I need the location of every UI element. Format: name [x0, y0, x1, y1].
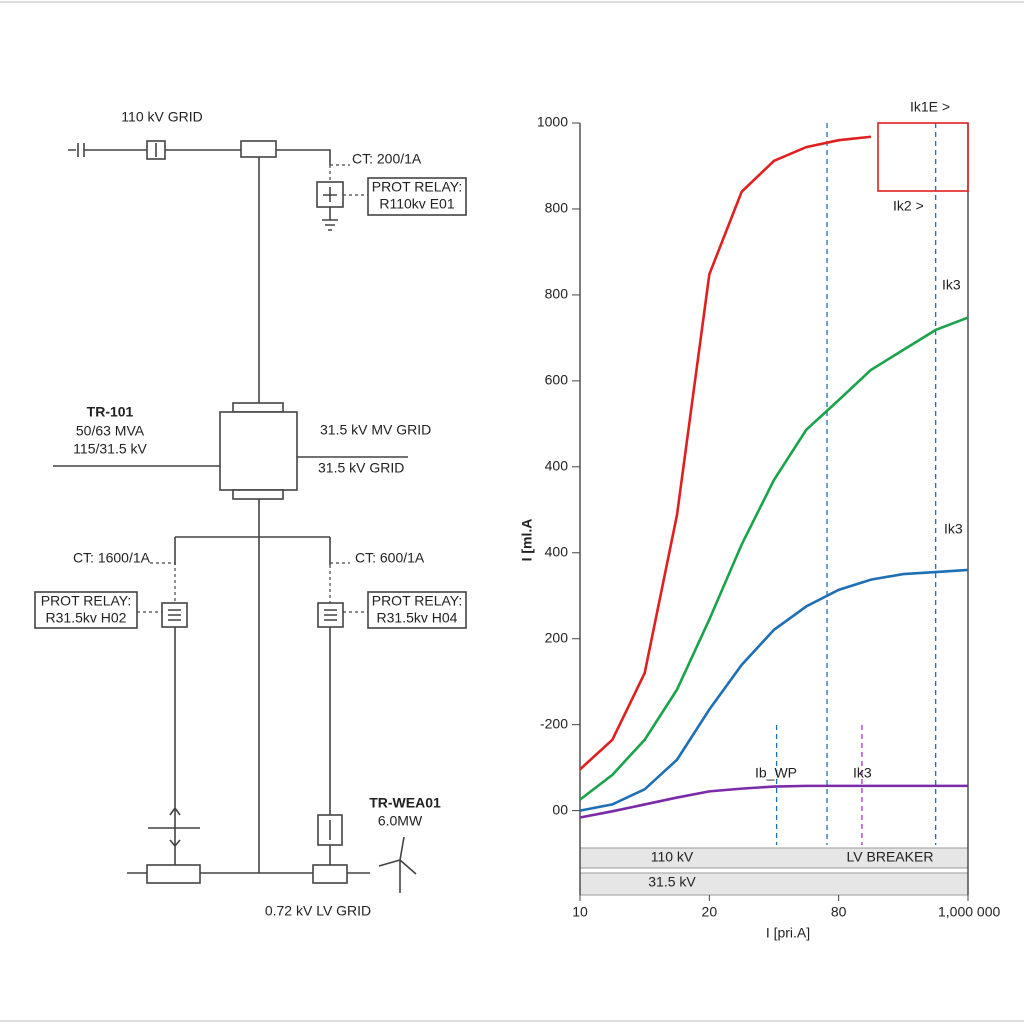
transformer-lines	[53, 456, 408, 467]
series-line	[579, 784, 968, 819]
ct-link	[329, 164, 368, 196]
wind-turbine	[378, 836, 417, 893]
y-tick-label: 400	[545, 458, 569, 474]
label: R110kv E01	[379, 196, 454, 212]
y-axis-label: I [ml.A	[519, 519, 535, 562]
y-tick-label: 1000	[537, 114, 568, 130]
label: 31.5 kV GRID	[318, 460, 404, 476]
series-line	[579, 316, 969, 801]
annotation: Ik2 >	[893, 198, 924, 214]
label: PROT RELAY:	[372, 593, 463, 609]
relay-box	[367, 177, 467, 216]
label: PROT RELAY:	[372, 179, 463, 195]
label: CT: 200/1A	[352, 151, 422, 167]
annotation: Ik3	[944, 521, 963, 537]
y-tick-label: 00	[552, 801, 568, 817]
label: 31.5 kV MV GRID	[320, 422, 431, 438]
y-tick-label: 400	[545, 543, 569, 559]
y-tick-label: -200	[540, 715, 568, 731]
y-tick-label: 800	[545, 200, 569, 216]
band	[579, 872, 969, 896]
chart: 110 kV LV BREAKER 31.5 kV 00 -200 200 400 400 60…	[519, 99, 1001, 941]
single-line-diagram: 110 kV GRID CT: 200/1A PROT RELAY: R110k…	[34, 109, 467, 919]
band-label: 31.5 kV	[648, 874, 696, 890]
label: 6.0MW	[378, 813, 423, 829]
label: TR-101	[87, 404, 134, 420]
busbar-110	[68, 143, 331, 165]
limit-box	[877, 122, 969, 192]
breaker	[146, 864, 201, 884]
y-tick-label: 200	[545, 629, 569, 645]
transformer	[219, 411, 298, 491]
label: 115/31.5 kV	[73, 441, 147, 457]
busbar-mv	[174, 499, 331, 873]
bushing	[232, 489, 284, 500]
series-line	[579, 568, 969, 812]
label: PROT RELAY:	[41, 593, 132, 609]
x-axis-label: I [pri.A]	[766, 925, 810, 941]
annotation: Ik3	[942, 277, 961, 293]
disconnector	[240, 140, 277, 158]
label: CT: 1600/1A	[73, 550, 151, 566]
label: 50/63 MVA	[76, 423, 145, 439]
x-tick-label: 1,000 000	[938, 904, 1000, 920]
annotation: Ik1E >	[910, 99, 950, 115]
label: R31.5kv H04	[377, 610, 458, 626]
bushing	[232, 402, 284, 413]
label: R31.5kv H02	[46, 610, 127, 626]
ground	[322, 187, 338, 231]
label: TR-WEA01	[369, 795, 441, 811]
band-label: LV BREAKER	[847, 849, 934, 865]
y-tick-label: 800	[545, 286, 569, 302]
y-tick-label: 600	[545, 372, 569, 388]
annotation: Ib_WP	[755, 765, 797, 781]
relay-box	[34, 591, 138, 629]
breaker	[312, 864, 348, 884]
x-tick-label: 20	[702, 904, 718, 920]
feeder	[148, 627, 331, 865]
label: 0.72 kV LV GRID	[265, 903, 371, 919]
relay-box	[367, 591, 467, 629]
band-label: 110 kV	[651, 849, 694, 865]
ct-link	[137, 562, 368, 613]
label: 110 kV GRID	[121, 109, 202, 125]
series-line	[579, 135, 872, 771]
annotation: Ik3	[853, 765, 872, 781]
relay-glyph	[168, 609, 337, 621]
x-tick-label: 80	[831, 904, 847, 920]
x-tick-label: 10	[572, 904, 588, 920]
label: CT: 600/1A	[355, 550, 425, 566]
